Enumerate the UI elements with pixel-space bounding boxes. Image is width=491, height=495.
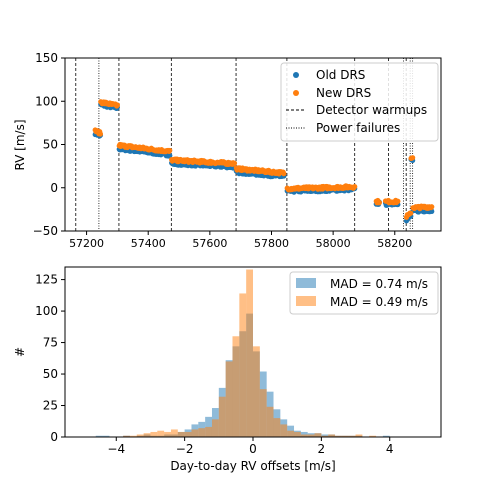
histogram-bar-mad-049 — [123, 435, 130, 437]
histogram-bar-mad-049 — [136, 434, 144, 437]
histogram-bar-mad-049 — [259, 389, 267, 437]
histogram-bar-mad-074 — [321, 434, 329, 437]
rv-plot-area — [75, 58, 435, 231]
new-drs-point — [97, 131, 104, 137]
new-drs-point — [114, 102, 120, 108]
histogram-bar-mad-049 — [198, 428, 206, 437]
histogram-bar-mad-049 — [177, 431, 185, 437]
histogram-bar-mad-049 — [246, 269, 253, 437]
legend-failure-label: Power failures — [316, 121, 400, 135]
histogram-bar-mad-049 — [294, 431, 301, 437]
rv-x-tick-label: 57400 — [131, 237, 166, 250]
histogram-y-tick-label: 25 — [43, 399, 58, 413]
rv-x-tick-label: 57800 — [254, 237, 289, 250]
histogram-bar-mad-049 — [205, 426, 212, 437]
legend-mad-new-swatch — [296, 296, 316, 306]
new-drs-point — [410, 155, 416, 161]
histogram-bar-mad-049 — [266, 406, 274, 437]
histogram-bar-mad-049 — [369, 435, 377, 437]
new-drs-point — [395, 198, 401, 204]
legend-mad-old-label: MAD = 0.74 m/s — [330, 277, 428, 291]
histogram-bar-mad-049 — [287, 430, 295, 437]
histogram-bar-mad-049 — [341, 435, 349, 437]
histogram-bar-mad-049 — [300, 434, 308, 437]
histogram-bar-mad-049 — [307, 434, 315, 437]
histogram-bar-mad-049 — [170, 429, 178, 437]
legend-new-drs-marker — [293, 90, 299, 96]
histogram-bar-mad-049 — [239, 293, 247, 437]
offsets-histogram-panel: −4 −2 0 2 4 0 25 50 75 100 125 # Day-to-day RV off… — [13, 266, 442, 473]
histogram-bar-mad-049 — [157, 430, 165, 437]
rv-x-tick-label: 57600 — [192, 237, 227, 250]
rv-legend: Old DRS New DRS Detector warmups Power f… — [280, 62, 439, 142]
new-drs-point — [231, 160, 238, 166]
histogram-bar-mad-074 — [205, 416, 212, 437]
new-drs-point — [408, 210, 414, 216]
legend-mad-new-label: MAD = 0.49 m/s — [330, 295, 428, 309]
histogram-bar-mad-049 — [348, 435, 356, 437]
new-drs-point — [352, 183, 358, 190]
old-drs-point — [167, 152, 173, 159]
histogram-plot-area — [95, 269, 390, 437]
histogram-bar-mad-049 — [328, 434, 336, 437]
histogram-bar-mad-049 — [143, 433, 151, 437]
histogram-bar-mad-049 — [321, 435, 329, 437]
histogram-bar-mad-049 — [150, 431, 158, 437]
histogram-bar-mad-049 — [280, 424, 288, 437]
histogram-bar-mad-049 — [225, 361, 233, 437]
histogram-bar-mad-049 — [164, 431, 171, 437]
legend-new-drs-label: New DRS — [316, 86, 371, 100]
histogram-bar-mad-049 — [273, 418, 281, 437]
legend-old-drs-label: Old DRS — [316, 68, 365, 82]
histogram-x-tick-label: −4 — [107, 442, 125, 456]
histogram-bar-mad-049 — [218, 396, 226, 437]
new-drs-point — [429, 204, 435, 210]
histogram-bar-mad-049 — [253, 346, 260, 437]
histogram-y-tick-label: 0 — [50, 430, 58, 444]
new-drs-point — [376, 200, 382, 206]
histogram-bar-mad-049 — [191, 429, 199, 437]
rv-time-series-panel: 57200 57400 57600 57800 58000 58200 −50 0 50 100 1… — [13, 51, 442, 250]
histogram-bar-mad-049 — [314, 433, 322, 437]
histogram-y-tick-label: 100 — [35, 304, 58, 318]
rv-x-tick-label: 58000 — [316, 237, 351, 250]
histogram-y-tick-label: 50 — [43, 367, 58, 381]
legend-warmup-label: Detector warmups — [316, 103, 427, 117]
histogram-x-tick-label: 4 — [386, 442, 394, 456]
histogram-y-tick-label: 125 — [35, 273, 58, 287]
legend-mad-old-swatch — [296, 278, 316, 288]
histogram-legend-box — [289, 271, 439, 315]
rv-x-tick-label: 57200 — [69, 237, 104, 250]
new-drs-point — [281, 171, 287, 177]
histogram-legend: MAD = 0.74 m/s MAD = 0.49 m/s — [289, 271, 439, 315]
histogram-x-tick-label: −2 — [176, 442, 194, 456]
histogram-bar-mad-074 — [102, 435, 110, 437]
histogram-x-tick-label: 2 — [318, 442, 326, 456]
histogram-bar-mad-049 — [335, 435, 342, 437]
rv-axis-ticks: 57200 57400 57600 57800 58000 58200 −50 0 50 100 1… — [33, 51, 413, 250]
legend-old-drs-marker — [293, 72, 299, 78]
rv-y-axis-label: RV [m/s] — [13, 119, 27, 170]
histogram-bar-mad-074 — [382, 435, 390, 437]
histogram-axis-ticks: −4 −2 0 2 4 0 25 50 75 100 125 — [35, 273, 393, 456]
rv-y-tick-label: −50 — [33, 224, 58, 238]
histogram-bar-mad-049 — [232, 336, 240, 437]
new-drs-point — [167, 147, 173, 154]
histogram-x-tick-label: 0 — [249, 442, 257, 456]
histogram-bar-mad-049 — [355, 434, 363, 437]
histogram-y-axis-label: # — [13, 347, 27, 357]
rv-y-tick-label: 100 — [35, 94, 58, 108]
histogram-bar-mad-049 — [129, 435, 137, 437]
histogram-bar-mad-074 — [95, 435, 103, 437]
rv-y-tick-label: 150 — [35, 51, 58, 65]
rv-x-tick-label: 58200 — [377, 237, 412, 250]
histogram-x-axis-label: Day-to-day RV offsets [m/s] — [170, 459, 335, 473]
rv-y-tick-label: 0 — [50, 181, 58, 195]
histogram-y-tick-label: 75 — [43, 336, 58, 350]
histogram-bar-mad-049 — [211, 419, 219, 437]
rv-y-tick-label: 50 — [43, 138, 58, 152]
histogram-bar-mad-049 — [184, 431, 192, 437]
rv-legend-box — [280, 62, 439, 142]
